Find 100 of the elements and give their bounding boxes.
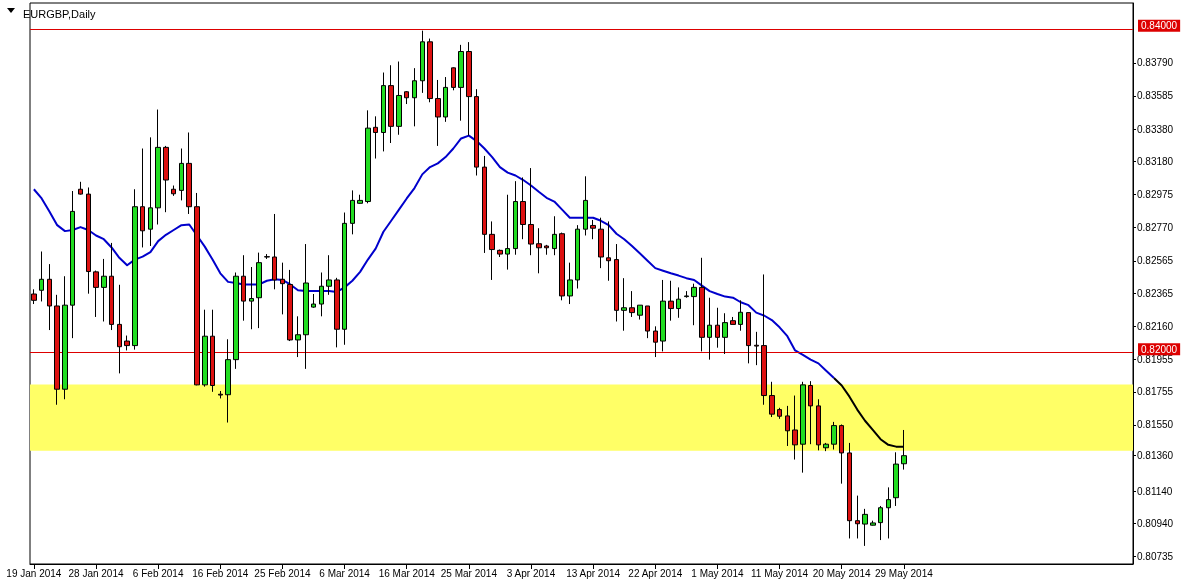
candlestick (466, 41, 472, 137)
candlestick (256, 252, 262, 329)
candlestick (124, 335, 130, 351)
y-tick-label: 0.83585 (1137, 90, 1174, 102)
candlestick (287, 269, 293, 342)
candlestick (715, 307, 720, 349)
candlestick (684, 290, 689, 299)
candlestick (544, 244, 549, 256)
y-tick-label: 0.82365 (1137, 287, 1174, 299)
candlestick (249, 266, 254, 330)
candlestick (427, 38, 433, 103)
candlestick (660, 279, 666, 352)
candlestick (280, 262, 285, 315)
candlestick (676, 286, 681, 319)
candlestick (163, 145, 169, 213)
candlestick (311, 293, 316, 309)
candlestick (878, 505, 883, 541)
candlestick (155, 109, 161, 225)
candlestick (707, 297, 712, 361)
candlestick (614, 243, 619, 322)
candlestick (109, 242, 114, 331)
candlestick (233, 272, 239, 370)
candlestick (777, 407, 782, 420)
y-tick-label: 0.81755 (1137, 386, 1174, 398)
candlestick (497, 249, 503, 258)
candlestick (513, 180, 518, 256)
candlestick (482, 155, 487, 254)
x-tick-label: 16 Mar 2014 (378, 567, 436, 579)
candlestick (70, 190, 75, 339)
candlestick (893, 451, 899, 507)
candlestick (653, 325, 658, 358)
candlestick (575, 224, 580, 290)
candlestick (629, 290, 635, 318)
candlestick (552, 215, 557, 256)
candlestick (590, 219, 596, 240)
candlestick (218, 390, 223, 399)
candlestick (303, 243, 309, 370)
candlestick (241, 254, 246, 322)
ref-line-label: 0.82000 (1141, 343, 1178, 355)
x-tick-label: 19 Jan 2014 (6, 567, 62, 579)
y-tick-label: 0.83790 (1137, 57, 1174, 69)
candlestick (792, 395, 798, 461)
candlestick (319, 272, 324, 317)
candlestick (350, 189, 355, 235)
line-series (32, 134, 835, 380)
y-tick-label: 0.81140 (1137, 485, 1173, 497)
candlestick (272, 213, 277, 290)
y-tick-label: 0.83180 (1137, 155, 1174, 167)
candlestick (404, 90, 409, 105)
candlestick (326, 254, 332, 296)
candlestick (489, 220, 495, 281)
candlestick (148, 136, 153, 247)
x-tick-label: 29 May 2014 (874, 567, 934, 579)
candlestick (264, 253, 270, 260)
candlestick (412, 67, 417, 127)
candlestick (862, 508, 868, 547)
x-tick-label: 3 Apr 2014 (506, 567, 556, 579)
candlestick (117, 284, 122, 374)
y-tick-label: 0.83380 (1137, 123, 1174, 135)
candlestick (699, 257, 705, 352)
candlestick (831, 421, 837, 451)
candlestick (816, 398, 821, 451)
y-tick-label: 0.81360 (1137, 450, 1174, 462)
candlestick (420, 30, 425, 94)
candlestick (186, 132, 192, 215)
candlestick (179, 148, 184, 201)
y-tick-label: 0.82975 (1137, 189, 1174, 201)
candlestick (730, 316, 736, 325)
candlestick (761, 273, 767, 406)
candlestick (39, 250, 44, 302)
candlestick (746, 312, 751, 364)
candlestick (86, 186, 91, 295)
candlestick (668, 280, 674, 322)
candlestick (738, 299, 743, 332)
candlestick (202, 309, 208, 388)
y-tick-label: 0.80735 (1137, 551, 1174, 563)
candlestick (598, 217, 604, 269)
candlestick (78, 181, 83, 196)
candlestick (210, 309, 215, 393)
candlestick (451, 66, 456, 91)
x-tick-label: 22 Apr 2014 (628, 567, 683, 579)
candlestick (62, 275, 68, 400)
candlestick (365, 109, 371, 204)
candlestick (645, 305, 650, 339)
candlestick (637, 304, 643, 321)
candlestick (140, 148, 145, 248)
candlestick (505, 194, 510, 271)
ref-line-label: 0.84000 (1141, 20, 1178, 32)
y-tick-label: 0.82160 (1137, 320, 1174, 332)
candlestick (357, 194, 363, 205)
x-tick-label: 6 Feb 2014 (132, 567, 184, 579)
candlestick (225, 338, 231, 424)
x-tick-label: 25 Mar 2014 (440, 567, 498, 579)
candlestick (839, 423, 844, 485)
candlestick (823, 442, 829, 452)
candlestick (54, 294, 60, 406)
x-tick-label: 16 Feb 2014 (192, 567, 249, 579)
x-tick-label: 25 Feb 2014 (254, 567, 311, 579)
candlestick (536, 227, 542, 274)
candlestick (691, 283, 697, 326)
